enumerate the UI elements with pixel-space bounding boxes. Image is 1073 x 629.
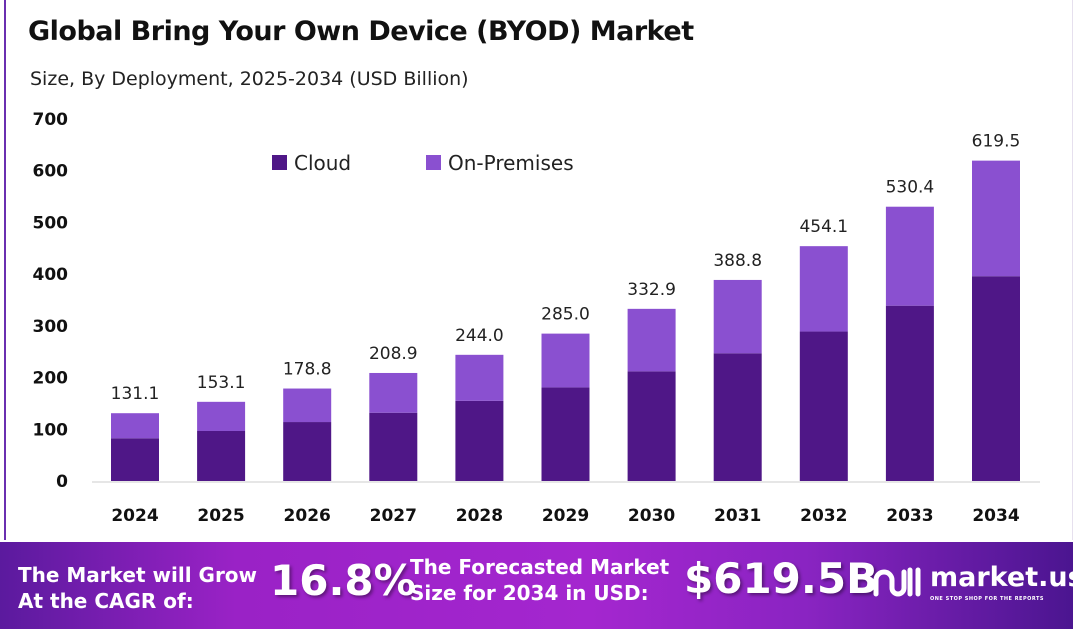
bar-on-premises-2025 (197, 401, 246, 431)
data-label: 530.4 (886, 178, 935, 198)
x-tick-label: 2033 (886, 506, 933, 526)
y-tick-label: 100 (33, 420, 69, 440)
x-tick-label: 2034 (972, 506, 1019, 526)
x-tick-label: 2026 (284, 506, 331, 526)
data-label: 454.1 (799, 217, 848, 237)
bar-cloud-2031 (713, 353, 762, 481)
cagr-value: 16.8% (270, 556, 416, 605)
data-label: 153.1 (197, 373, 246, 393)
logo-mark-icon (873, 567, 921, 597)
bar-cloud-2026 (283, 422, 332, 481)
y-tick-label: 0 (56, 472, 68, 492)
data-label: 285.0 (541, 305, 590, 325)
bar-chart: 0 100 200 300 400 500 600 700 131.1 2024 153.1 2025… (33, 110, 1040, 526)
bar-cloud-2029 (541, 387, 590, 481)
y-tick-label: 700 (33, 110, 69, 130)
data-label: 619.5 (972, 132, 1021, 152)
bar-on-premises-2033 (885, 206, 934, 306)
data-label: 244.0 (455, 326, 504, 346)
bar-on-premises-2031 (713, 279, 762, 354)
data-label: 208.9 (369, 344, 418, 364)
x-tick-label: 2029 (542, 506, 589, 526)
chart-title: Global Bring Your Own Device (BYOD) Mark… (28, 16, 694, 47)
bar-cloud-2024 (111, 438, 159, 481)
bar-cloud-2025 (197, 430, 246, 481)
bar-cloud-2030 (627, 371, 676, 481)
bar-on-premises-2027 (369, 372, 418, 413)
bar-on-premises-2030 (627, 308, 676, 372)
x-tick-label: 2031 (714, 506, 761, 526)
legend-swatch-1 (426, 155, 441, 170)
bar-on-premises-2032 (799, 246, 848, 332)
data-label: 178.8 (283, 360, 332, 380)
x-tick-label: 2024 (111, 506, 158, 526)
data-label: 131.1 (111, 384, 160, 404)
legend-swatch-0 (272, 155, 287, 170)
bar-cloud-2034 (972, 276, 1020, 481)
bar-on-premises-2026 (283, 388, 332, 423)
forecast-value: $619.5B (684, 554, 879, 603)
bar-cloud-2032 (799, 331, 848, 481)
legend-label: On-Premises (448, 151, 574, 175)
legend-label: Cloud (294, 151, 351, 175)
summary-banner: The Market will Grow At the CAGR of: 16.… (0, 542, 1073, 629)
x-tick-label: 2025 (197, 506, 244, 526)
bar-on-premises-2024 (111, 413, 159, 439)
data-label: 332.9 (627, 280, 676, 300)
chart-subtitle: Size, By Deployment, 2025-2034 (USD Bill… (30, 68, 469, 90)
y-tick-label: 300 (33, 317, 69, 337)
bar-on-premises-2029 (541, 333, 590, 388)
logo-tagline: ONE STOP SHOP FOR THE REPORTS (930, 596, 1045, 602)
y-tick-label: 400 (33, 265, 69, 285)
x-tick-label: 2028 (456, 506, 503, 526)
bar-on-premises-2028 (455, 354, 504, 401)
y-tick-label: 200 (33, 369, 69, 389)
bar-cloud-2027 (369, 412, 418, 481)
y-tick-label: 600 (33, 162, 69, 182)
y-tick-label: 500 (33, 213, 69, 233)
cagr-label: The Market will Grow At the CAGR of: (18, 563, 258, 613)
x-tick-label: 2032 (800, 506, 847, 526)
bar-cloud-2033 (885, 305, 934, 481)
forecast-label: The Forecasted Market Size for 2034 in U… (410, 555, 670, 605)
bar-on-premises-2034 (972, 160, 1020, 277)
x-tick-label: 2030 (628, 506, 675, 526)
bar-cloud-2028 (455, 400, 504, 481)
x-tick-label: 2027 (370, 506, 417, 526)
logo-name: market.us (930, 562, 1073, 593)
data-label: 388.8 (713, 251, 762, 271)
